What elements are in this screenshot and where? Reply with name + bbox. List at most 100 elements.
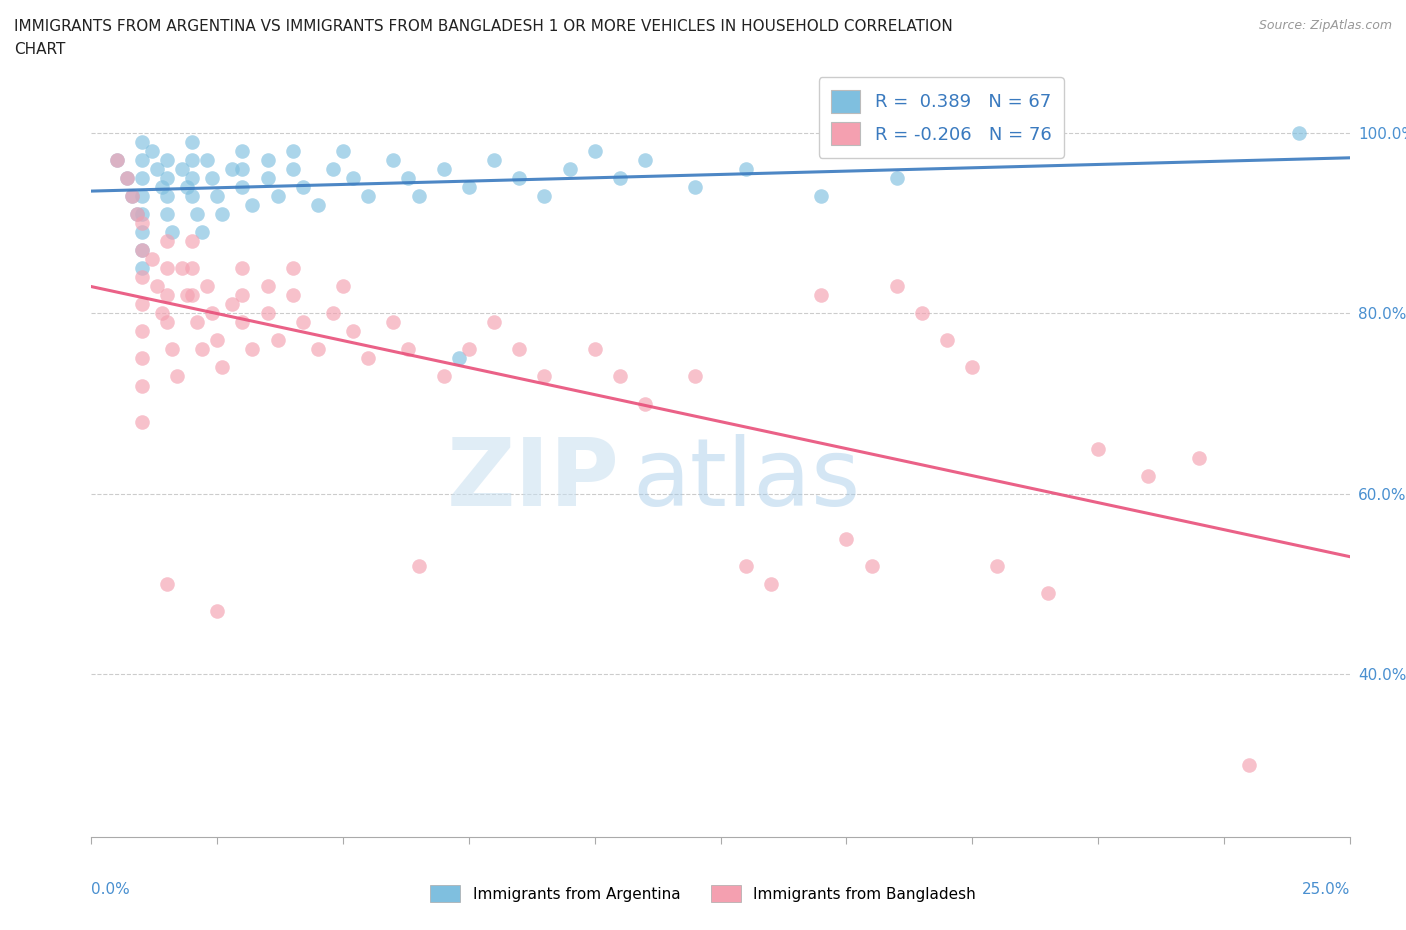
Point [131,134,153,149]
Point [131,260,153,275]
Point [105,153,128,167]
Point [759,577,782,591]
Point [342,324,364,339]
Point [533,369,555,384]
Point [201,170,224,185]
Point [1188,450,1211,465]
Text: atlas: atlas [633,433,860,525]
Text: CHART: CHART [14,42,66,57]
Point [408,189,430,204]
Point [281,287,304,302]
Point [457,342,479,357]
Point [357,351,380,365]
Point [131,170,153,185]
Point [146,279,169,294]
Point [131,379,153,393]
Point [734,162,756,177]
Point [176,179,198,194]
Point [281,260,304,275]
Point [482,315,505,330]
Point [131,270,153,285]
Point [482,153,505,167]
Point [176,287,198,302]
Point [221,162,243,177]
Point [191,224,214,239]
Point [181,233,204,248]
Point [886,170,908,185]
Point [160,224,183,239]
Point [291,179,314,194]
Point [205,604,228,618]
Point [1087,442,1109,457]
Point [231,179,253,194]
Point [986,559,1008,574]
Point [181,189,204,204]
Point [131,224,153,239]
Point [146,162,169,177]
Point [332,143,354,158]
Point [131,414,153,429]
Point [141,252,163,267]
Point [307,342,329,357]
Point [1036,586,1059,601]
Point [1288,126,1310,140]
Point [256,153,278,167]
Point [231,162,253,177]
Point [156,260,179,275]
Point [156,287,179,302]
Point [186,206,208,221]
Point [433,369,456,384]
Point [685,369,707,384]
Point [191,342,214,357]
Point [156,315,179,330]
Point [835,532,858,547]
Point [256,279,278,294]
Point [160,342,183,357]
Point [205,333,228,348]
Point [156,189,179,204]
Text: 25.0%: 25.0% [1302,883,1350,897]
Point [810,287,832,302]
Point [231,315,253,330]
Point [382,153,405,167]
Point [533,189,555,204]
Point [231,287,253,302]
Point [186,315,208,330]
Point [266,333,288,348]
Point [685,179,707,194]
Point [307,197,329,212]
Point [181,287,204,302]
Point [125,206,148,221]
Legend: Immigrants from Argentina, Immigrants from Bangladesh: Immigrants from Argentina, Immigrants fr… [423,879,983,909]
Point [166,369,188,384]
Point [181,134,204,149]
Point [886,279,908,294]
Point [141,143,163,158]
Point [131,153,153,167]
Point [125,206,148,221]
Point [322,162,344,177]
Point [609,369,631,384]
Point [231,260,253,275]
Point [281,143,304,158]
Point [281,162,304,177]
Point [205,189,228,204]
Point [156,233,179,248]
Point [508,170,530,185]
Point [1137,469,1160,484]
Point [221,297,243,312]
Legend: R =  0.389   N = 67, R = -0.206   N = 76: R = 0.389 N = 67, R = -0.206 N = 76 [818,77,1064,158]
Point [181,153,204,167]
Point [911,306,934,321]
Point [1237,757,1260,772]
Point [181,260,204,275]
Point [266,189,288,204]
Point [242,342,264,357]
Point [170,162,193,177]
Point [408,559,430,574]
Point [131,189,153,204]
Point [195,279,218,294]
Point [583,143,606,158]
Point [150,179,173,194]
Point [156,153,179,167]
